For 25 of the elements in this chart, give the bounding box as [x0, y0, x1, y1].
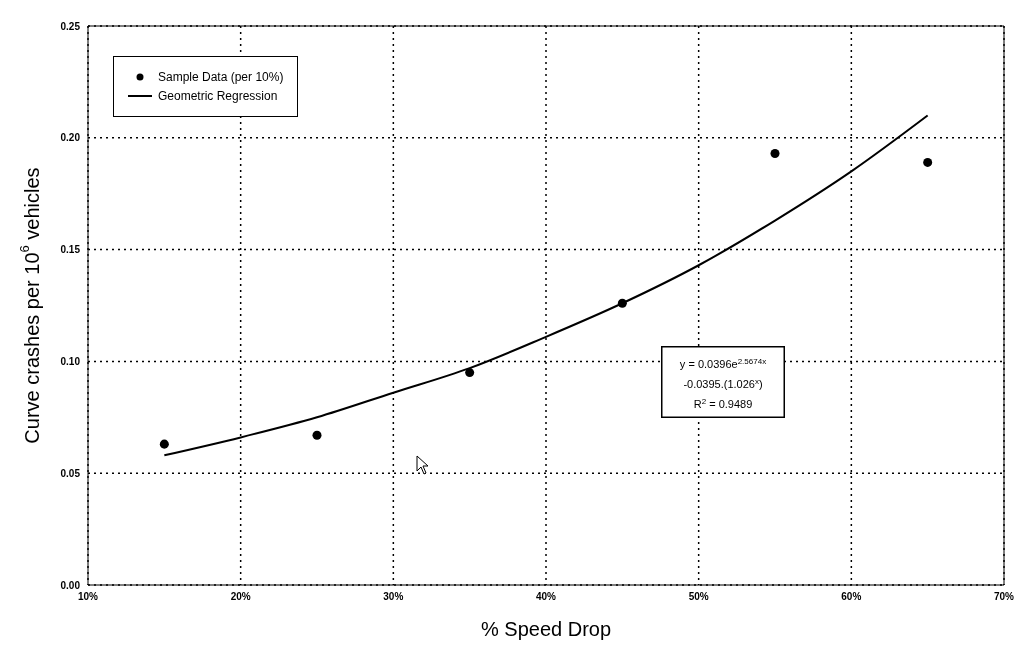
- x-axis-title: % Speed Drop: [480, 618, 612, 640]
- y-tick-label: 0.00: [60, 579, 81, 591]
- x-tick-label: 30%: [383, 591, 404, 603]
- point: [617, 298, 627, 308]
- annotation: y = 0.0396e$^{2.5674x}$: [679, 356, 766, 370]
- annotation: R$^{2}$ = 0.9489: [693, 396, 752, 410]
- point: [465, 368, 475, 378]
- x-tick-label: 50%: [688, 591, 709, 603]
- point: [312, 430, 322, 440]
- point: [159, 439, 169, 449]
- y-tick-label: 0.25: [60, 20, 81, 32]
- x-tick-label: 20%: [230, 591, 251, 603]
- annotation: -0.0395.(1.026$^{x}$): [682, 376, 763, 390]
- y-tick-label: 0.05: [60, 467, 81, 479]
- y-tick-label: 0.20: [60, 132, 81, 144]
- y-tick-label: 0.10: [60, 355, 81, 367]
- point: [923, 157, 933, 167]
- y-tick-label: 0.15: [60, 244, 81, 256]
- x-tick-label: 10%: [77, 591, 99, 603]
- legend-label: Sample Data (per 10%): [158, 70, 284, 84]
- legend-label: Geometric Regression: [158, 89, 278, 103]
- x-tick-label: 60%: [841, 591, 862, 603]
- x-tick-label: 40%: [535, 591, 557, 603]
- point: [770, 148, 780, 158]
- x-tick-label: 70%: [993, 591, 1015, 603]
